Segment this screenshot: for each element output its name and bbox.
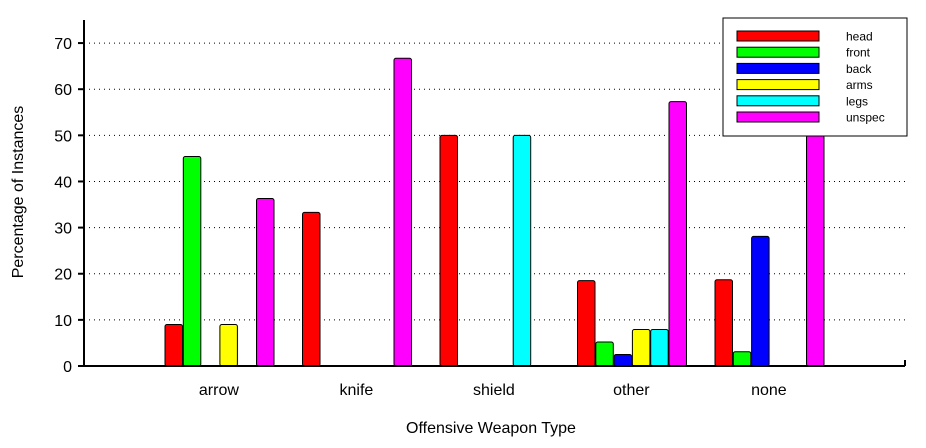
y-tick-label: 50 (54, 128, 72, 145)
y-tick-label: 10 (54, 313, 72, 330)
legend-label-legs: legs (846, 94, 868, 108)
x-tick-label: shield (473, 382, 515, 399)
x-ticks: arrow knife shield other none (199, 382, 787, 399)
y-ticks: 0 10 20 30 40 50 60 70 (54, 36, 84, 376)
bar-head-knife (302, 211, 321, 367)
bar-front-none (732, 351, 752, 367)
legend-label-arms: arms (846, 78, 873, 92)
bar-back-none (751, 235, 770, 367)
y-tick-label: 20 (54, 267, 72, 284)
legend-swatch-legs (736, 95, 820, 107)
bar-legs-shield (512, 134, 532, 367)
legend-swatch-back (736, 62, 820, 74)
bars (164, 57, 825, 367)
legend-swatch-arms (736, 79, 820, 91)
legend: head front back arms legs unspec (722, 17, 908, 137)
x-tick-label: arrow (199, 382, 239, 399)
bar-arms-arrow (219, 323, 238, 367)
bar-front-arrow (182, 156, 202, 367)
legend-label-back: back (846, 62, 872, 76)
legend-swatch-head (736, 30, 820, 42)
y-tick-label: 40 (54, 174, 72, 191)
y-axis-title: Percentage of Instances (10, 106, 27, 279)
y-tick-label: 70 (54, 36, 72, 53)
bar-arms-other (631, 329, 651, 367)
y-tick-label: 60 (54, 82, 72, 99)
bar-unspec-none (806, 134, 825, 367)
x-tick-label: knife (340, 382, 374, 399)
bar-unspec-other (668, 101, 687, 367)
legend-label-front: front (846, 46, 871, 60)
bar-legs-other (650, 329, 669, 367)
bar-head-none (714, 279, 733, 367)
legend-label-unspec: unspec (846, 111, 885, 125)
y-tick-label: 30 (54, 221, 72, 238)
bar-unspec-arrow (256, 198, 275, 367)
bar-head-other (577, 280, 596, 367)
bar-front-other (595, 341, 614, 367)
legend-swatch-unspec (736, 111, 820, 123)
bar-unspec-knife (393, 57, 412, 367)
bar-head-shield (439, 134, 458, 367)
x-axis-title: Offensive Weapon Type (406, 420, 576, 437)
axes (83, 20, 906, 367)
legend-swatch-front (736, 46, 820, 58)
y-tick-label: 0 (63, 359, 72, 376)
legend-label-head: head (846, 30, 873, 44)
x-tick-label: other (613, 382, 650, 399)
bar-head-arrow (164, 323, 183, 367)
gridlines (84, 42, 905, 321)
bar-back-other (613, 353, 633, 367)
x-tick-label: none (751, 382, 787, 399)
